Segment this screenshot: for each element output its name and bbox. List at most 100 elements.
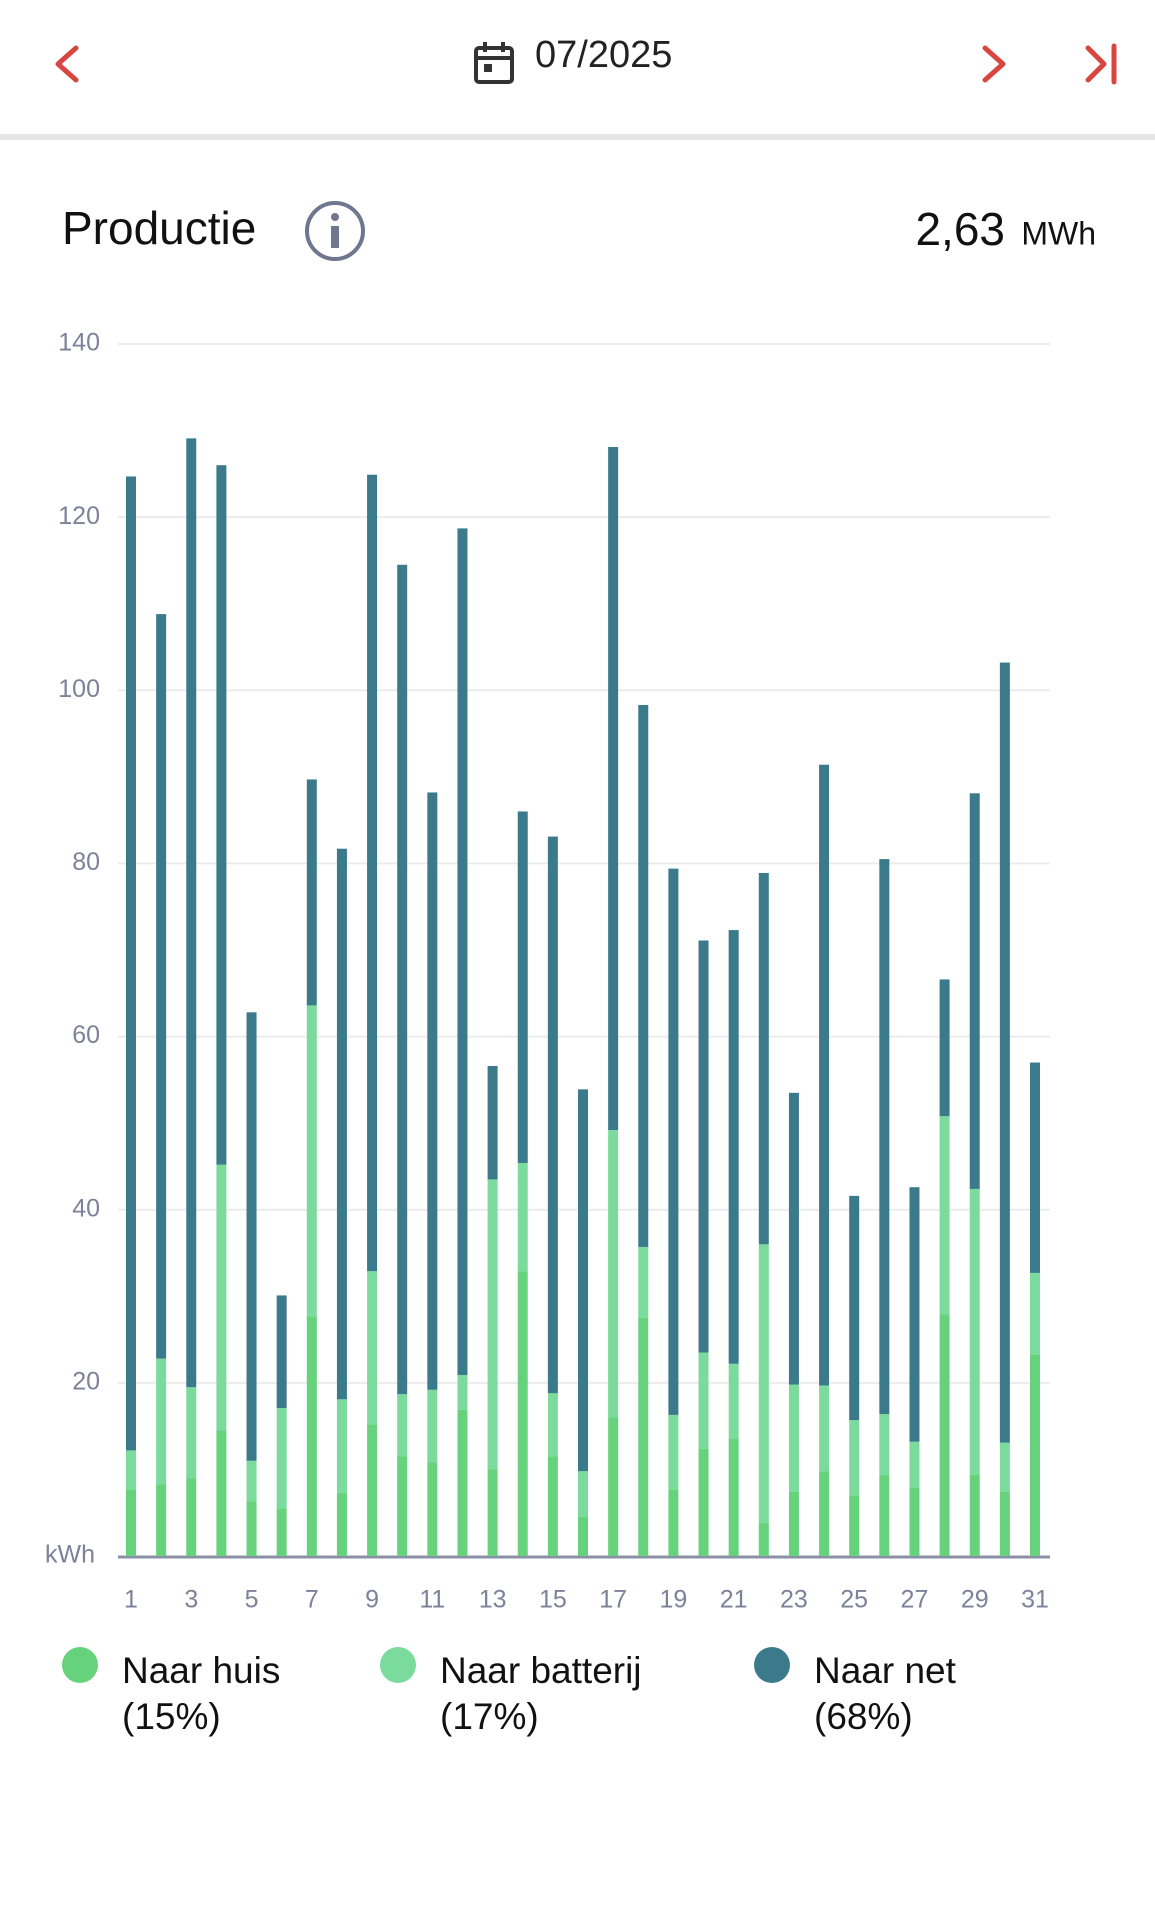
legend-share: (17%) <box>440 1696 539 1737</box>
bar-segment <box>487 1179 498 1470</box>
legend-swatch <box>62 1647 98 1683</box>
bar-segment <box>367 1424 378 1556</box>
bar-segment <box>999 662 1010 1443</box>
x-tick-label: 11 <box>419 1586 445 1614</box>
bar-segment <box>578 1471 588 1518</box>
bar-segment <box>427 1389 438 1463</box>
bar-segment <box>336 1399 347 1493</box>
bar-segment <box>819 1471 830 1556</box>
bar-segment <box>186 1387 197 1479</box>
bar-segment <box>336 1492 347 1556</box>
x-tick-label: 13 <box>479 1586 507 1614</box>
prev-button[interactable] <box>55 45 79 83</box>
bar-segment <box>939 979 950 1117</box>
y-tick-label: 120 <box>58 502 100 530</box>
bar-segment <box>397 1456 408 1556</box>
bar-segment <box>728 930 739 1364</box>
bar-segment <box>969 793 980 1189</box>
bar-segment <box>216 465 227 1165</box>
bar-segment <box>547 1456 558 1556</box>
bar-segment <box>186 438 197 1388</box>
x-tick-label: 21 <box>720 1586 748 1614</box>
x-tick-label: 5 <box>245 1586 259 1614</box>
x-tick-label: 9 <box>365 1586 379 1614</box>
bar-segment <box>517 1162 528 1272</box>
bar-segment <box>397 564 408 1395</box>
bar-segment <box>728 1363 739 1439</box>
x-tick-label: 7 <box>305 1586 319 1614</box>
bar-segment <box>578 1517 588 1556</box>
bar-segment <box>909 1441 920 1488</box>
legend-label: Naar huis <box>122 1650 280 1691</box>
bar-segment <box>668 868 679 1415</box>
bar-segment <box>819 764 830 1386</box>
total-value: 2,63 <box>915 203 1005 255</box>
bar-segment <box>246 1460 257 1502</box>
bar-segment <box>969 1188 980 1475</box>
bar-segment <box>909 1487 920 1556</box>
x-tick-label: 15 <box>539 1586 567 1614</box>
bar-segment <box>608 447 619 1131</box>
bar-segment <box>668 1414 679 1490</box>
bar-segment <box>638 705 649 1247</box>
bar-segment <box>969 1474 980 1556</box>
bar-segment <box>367 1271 378 1425</box>
bar-segment <box>909 1187 920 1442</box>
x-tick-label: 17 <box>599 1586 627 1614</box>
info-button[interactable] <box>305 201 365 261</box>
legend-swatch <box>380 1647 416 1683</box>
bar-segment <box>397 1394 408 1457</box>
legend-label: Naar net <box>814 1650 957 1691</box>
bar-segment <box>306 779 317 1006</box>
bar-segment <box>819 1385 830 1472</box>
bar-segment <box>336 848 347 1400</box>
header-divider <box>0 134 1155 140</box>
bar-segment <box>879 1475 890 1556</box>
bar-segment <box>156 614 167 1359</box>
bar-segment <box>758 1244 769 1524</box>
bar-segment <box>216 1430 227 1556</box>
bar-segment <box>788 1092 799 1385</box>
x-tick-label: 29 <box>961 1586 989 1614</box>
last-button[interactable] <box>1085 43 1117 85</box>
bar-segment <box>427 792 438 1390</box>
bar-segment <box>698 1352 709 1449</box>
bar-segment <box>758 1523 769 1556</box>
x-tick-label: 25 <box>840 1586 868 1614</box>
legend-swatch <box>754 1647 790 1683</box>
y-tick-label: 40 <box>72 1194 100 1222</box>
bar-segment <box>939 1314 950 1556</box>
next-button[interactable] <box>982 45 1006 83</box>
bar-segment <box>156 1484 167 1556</box>
period-label: 07/2025 <box>535 34 672 76</box>
bar-segment <box>276 1407 287 1509</box>
bar-segment <box>367 474 378 1272</box>
total-unit: MWh <box>1021 215 1096 251</box>
bar-segment <box>216 1164 227 1431</box>
bar-segment <box>457 1375 468 1410</box>
bar-segment <box>758 872 769 1245</box>
bar-segment <box>939 1116 950 1315</box>
bar-segment <box>698 940 709 1353</box>
bar-segment <box>487 1066 498 1180</box>
bar-segment <box>427 1462 438 1556</box>
bar-segment <box>788 1491 799 1556</box>
bar-segment <box>788 1384 799 1492</box>
bar-segment <box>638 1317 649 1556</box>
bar-segment <box>578 1089 588 1472</box>
bar-segment <box>879 1414 890 1476</box>
bar-segment <box>306 1316 317 1556</box>
bar-segment <box>517 1271 528 1556</box>
bar-segment <box>276 1295 287 1408</box>
bar-segment <box>246 1501 257 1556</box>
bar-segment <box>306 1005 317 1317</box>
bar-segment <box>999 1442 1010 1492</box>
bar-segment <box>126 1450 136 1490</box>
y-tick-label: 20 <box>72 1367 100 1395</box>
y-tick-label: 60 <box>72 1021 100 1049</box>
x-tick-label: 1 <box>124 1586 138 1614</box>
bar-segment <box>698 1448 709 1556</box>
bar-segment <box>849 1420 860 1496</box>
bar-segment <box>638 1246 649 1318</box>
